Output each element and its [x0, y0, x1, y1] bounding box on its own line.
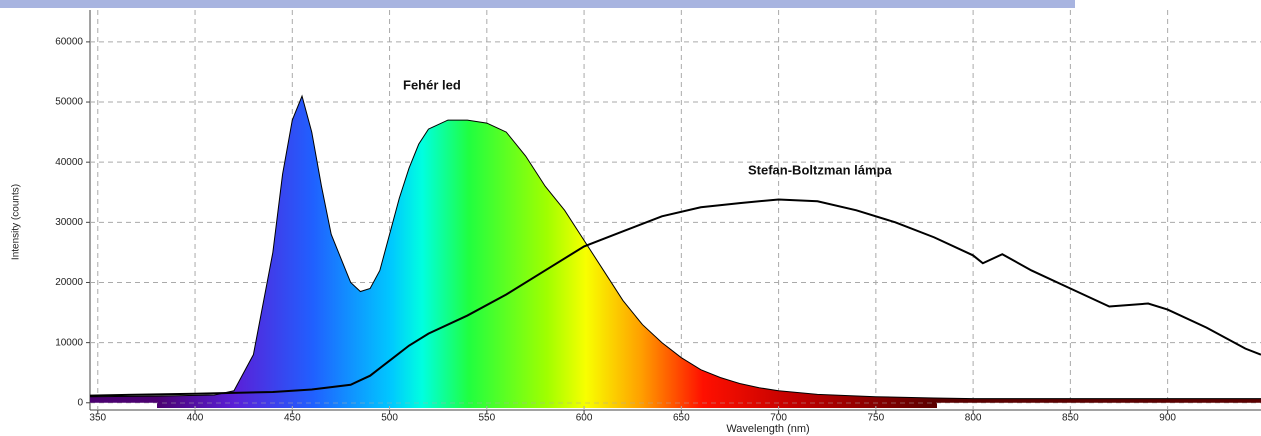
- x-tick-label: 600: [576, 413, 593, 424]
- x-tick-label: 400: [187, 413, 204, 424]
- y-tick-label: 10000: [55, 337, 83, 348]
- spectrum-bar: [157, 398, 937, 408]
- y-tick-label: 20000: [55, 277, 83, 288]
- x-tick-label: 800: [965, 413, 982, 424]
- x-tick-label: 550: [478, 413, 495, 424]
- line: [89, 198, 1261, 397]
- x-tick-label: 650: [673, 413, 690, 424]
- x-tick-label: 700: [770, 413, 787, 424]
- top-bar: [0, 0, 1075, 8]
- y-tick-label: 40000: [55, 157, 83, 168]
- y-tick-label: 60000: [55, 37, 83, 48]
- x-axis-label: Wavelength (nm): [726, 423, 809, 435]
- x-tick-label: 850: [1062, 413, 1079, 424]
- x-tick-label: 350: [89, 413, 106, 424]
- area: [90, 96, 1261, 403]
- annotation: Stefan-Boltzman lámpa: [748, 162, 893, 177]
- x-tick-label: 750: [868, 413, 885, 424]
- x-tick-label: 900: [1159, 413, 1176, 424]
- x-tick-label: 450: [284, 413, 301, 424]
- y-tick-label: 50000: [55, 97, 83, 108]
- y-axis-label: Intensity (counts): [11, 184, 22, 260]
- y-tick-label: 30000: [55, 217, 83, 228]
- x-tick-label: 500: [381, 413, 398, 424]
- annotation: Fehér led: [403, 77, 461, 92]
- line: [89, 94, 1261, 400]
- y-tick-label: 0: [77, 397, 83, 408]
